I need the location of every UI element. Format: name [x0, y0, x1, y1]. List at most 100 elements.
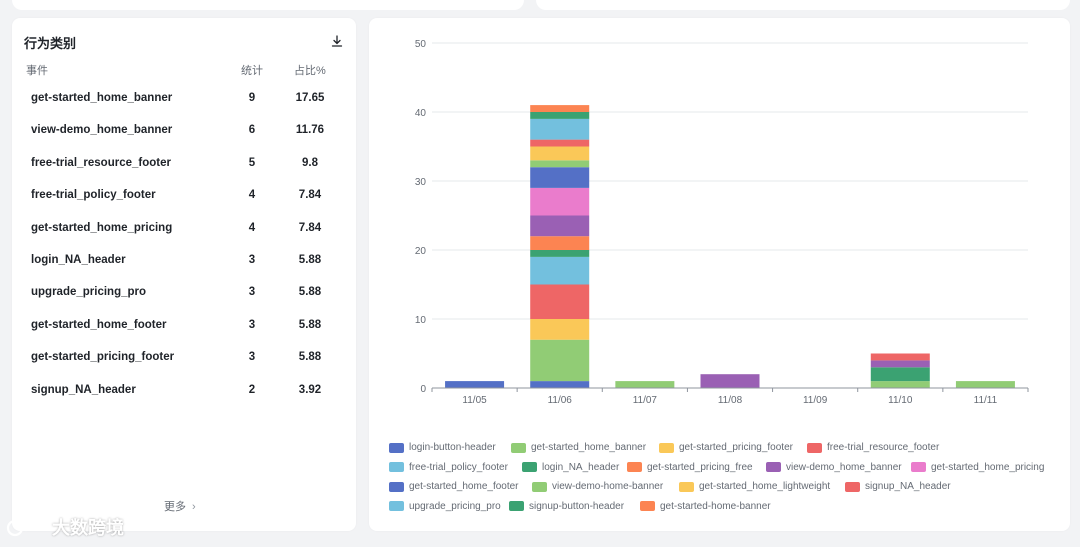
legend-swatch [911, 462, 926, 473]
event-table-body: get-started_home_banner 9 17.65 view-demo_h… [12, 88, 356, 412]
table-row[interactable]: view-demo_home_banner 6 11.76 [12, 120, 356, 152]
event-name: upgrade_pricing_pro [31, 286, 147, 299]
bar-segment[interactable] [530, 160, 590, 168]
bar-segment[interactable] [530, 146, 590, 161]
legend-label: free-trial_policy_footer [409, 461, 508, 473]
legend-label: get-started_pricing_free [647, 461, 753, 473]
legend-item[interactable]: get-started_home_pricing [911, 462, 1044, 473]
column-header-event[interactable]: 事件 [26, 65, 48, 77]
watermark: 大数跨境 [6, 514, 124, 540]
y-tick-label: 20 [415, 246, 427, 257]
legend-label: view-demo-home-banner [552, 481, 664, 493]
event-count-value: 4 [248, 189, 256, 202]
table-row[interactable]: get-started_home_pricing 4 7.84 [12, 218, 356, 250]
legend-label: get-started_home_pricing [931, 461, 1045, 473]
event-name: view-demo_home_banner [31, 124, 173, 137]
event-percent-value: 9.8 [302, 156, 318, 169]
bar-segment[interactable] [530, 381, 590, 388]
legend-swatch [766, 462, 781, 473]
legend-item[interactable]: get-started-home-banner [640, 501, 771, 512]
bar-segment[interactable] [445, 381, 505, 388]
table-row[interactable]: free-trial_resource_footer 5 9.8 [12, 153, 356, 185]
bar-segment[interactable] [530, 236, 590, 250]
y-tick-label: 0 [420, 384, 426, 395]
bar-segment[interactable] [530, 112, 590, 119]
legend-item[interactable]: signup-button-header [509, 501, 624, 512]
table-row[interactable]: login_NA_header 3 5.88 [12, 250, 356, 282]
legend-label: login_NA_header [542, 461, 620, 473]
event-count-value: 9 [248, 92, 256, 104]
legend-item[interactable]: get-started_pricing_footer [659, 442, 793, 453]
table-row[interactable]: get-started_home_footer 3 5.88 [12, 315, 356, 347]
bar-segment[interactable] [530, 319, 590, 340]
watermark-text: 大数跨境 [52, 518, 124, 538]
event-count-value: 5 [248, 156, 256, 169]
bar-segment[interactable] [530, 256, 590, 285]
event-percent-value: 5.88 [298, 286, 322, 299]
event-percent-value: 11.76 [295, 124, 325, 137]
y-tick-label: 50 [415, 39, 427, 50]
event-name: get-started_pricing_footer [31, 351, 175, 364]
event-count-value: 3 [248, 253, 256, 266]
chevron-right-icon: › [192, 501, 196, 513]
bar-segment[interactable] [530, 118, 590, 140]
legend-label: get-started_home_banner [531, 442, 647, 453]
legend-item[interactable]: view-demo-home-banner [532, 481, 663, 492]
legend-item[interactable]: free-trial_policy_footer [389, 462, 508, 473]
legend-item[interactable]: free-trial_resource_footer [807, 442, 939, 453]
table-row[interactable]: signup_NA_header 2 3.92 [12, 380, 356, 412]
x-tick-label: 11/08 [718, 395, 743, 406]
table-row[interactable]: upgrade_pricing_pro 3 5.88 [12, 282, 356, 314]
event-count-value: 3 [248, 351, 256, 364]
legend-item[interactable]: view-demo_home_banner [766, 462, 902, 473]
y-tick-label: 40 [415, 108, 427, 119]
table-row[interactable]: get-started_home_banner 9 17.65 [12, 88, 356, 120]
legend-label: signup-button-header [529, 500, 625, 512]
brand-logo-icon [6, 518, 47, 537]
legend-item[interactable]: signup_NA_header [845, 481, 951, 492]
download-icon[interactable] [330, 34, 344, 48]
y-tick-label: 30 [415, 177, 427, 188]
table-row[interactable]: get-started_pricing_footer 3 5.88 [12, 347, 356, 379]
table-row[interactable]: free-trial_policy_footer 4 7.84 [12, 185, 356, 217]
legend-label: get-started-home-banner [660, 500, 771, 512]
bar-segment[interactable] [530, 187, 590, 216]
event-name: login_NA_header [31, 253, 126, 266]
legend-item[interactable]: login_NA_header [522, 462, 619, 473]
legend-label: get-started_home_footer [409, 481, 519, 493]
top-panel-edge-right [536, 0, 1070, 10]
bar-segment[interactable] [530, 284, 590, 320]
legend-row: login-button-header get-started_home_bann… [389, 442, 1069, 462]
bar-segment[interactable] [870, 360, 930, 368]
legend-item[interactable]: get-started_home_banner [511, 442, 646, 453]
legend-item[interactable]: get-started_pricing_free [627, 462, 753, 473]
bar-segment[interactable] [870, 367, 930, 382]
legend-swatch [807, 442, 822, 453]
bar-segment[interactable] [530, 250, 590, 257]
bar-segment[interactable] [530, 339, 590, 382]
legend-item[interactable]: login-button-header [389, 442, 496, 453]
legend-item[interactable]: get-started_home_lightweight [679, 481, 830, 492]
bar-segment[interactable] [530, 167, 590, 188]
daily-event-chart-panel: 0 10 20 30 40 50 11/05 11/06 11/07 11/08 11/09 11/1… [369, 18, 1070, 531]
bar-segment[interactable] [530, 105, 590, 112]
legend-item[interactable]: get-started_home_footer [389, 481, 519, 492]
bar-segment[interactable] [955, 381, 1015, 388]
bar-segment[interactable] [530, 215, 590, 237]
legend-item[interactable]: upgrade_pricing_pro [389, 501, 501, 512]
column-header-percent[interactable]: 占比% [294, 65, 326, 77]
bar-segment[interactable] [870, 353, 930, 361]
bar-segment[interactable] [700, 374, 760, 388]
event-percent-value: 17.65 [295, 92, 325, 104]
chart-legend: login-button-header get-started_home_bann… [389, 442, 1069, 520]
event-name: signup_NA_header [31, 383, 136, 396]
column-header-count[interactable]: 统计 [241, 65, 263, 77]
event-percent-value: 5.88 [298, 318, 322, 331]
bar-segment[interactable] [870, 381, 930, 388]
bar-segment[interactable] [530, 139, 590, 147]
legend-swatch [627, 462, 642, 473]
more-button[interactable]: 更多 › [164, 498, 196, 514]
bar-segment[interactable] [615, 381, 675, 388]
stacked-bar-chart: 0 10 20 30 40 50 11/05 11/06 11/07 11/08 11/09 11/1… [415, 39, 1029, 406]
top-panel-edge-left [12, 0, 524, 10]
